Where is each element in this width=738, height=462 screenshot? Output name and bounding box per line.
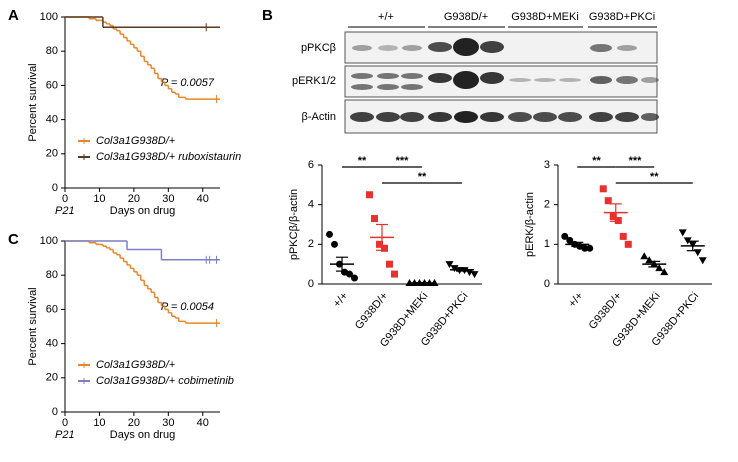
legend-label: Col3a1G938D/+ cobimetinib [96,375,234,387]
panel-label: A [8,7,19,24]
data-point [391,270,398,278]
x-tick-label: 0 [62,417,68,429]
y-axis-title: Percent survival [27,63,39,141]
x-tick-label: 30 [162,193,174,205]
row-label: β-Actin [302,111,336,123]
x-tick-label: 0 [62,193,68,205]
y-tick-label: 0 [52,182,58,194]
y-tick-label: 0 [544,278,550,290]
legend-label: Col3a1G938D/+ [96,359,176,371]
y-tick-label: 40 [46,338,58,350]
significance-label: *** [396,155,410,167]
row-label: pERK1/2 [292,75,336,87]
panel-label: B [262,7,273,24]
data-point [470,271,479,279]
lane-label: G938D/+ [444,11,488,23]
data-point [430,279,439,287]
y-tick-label: 3 [544,159,550,171]
data-point [450,265,459,273]
y-tick-label: 100 [40,11,58,23]
y-tick-label: 20 [46,372,58,384]
data-point [698,257,707,265]
row-label: pPKCβ [301,42,336,54]
x-axis-title: Days on drug [110,205,175,217]
data-point [381,244,388,252]
data-point [660,268,669,276]
x-tick-label: G938D/+ [587,290,625,332]
lane-label: +/+ [378,11,394,23]
x-tick-label: 20 [128,417,140,429]
data-point [376,240,383,248]
data-point [604,197,612,205]
data-point [599,185,607,193]
y-tick-label: 0 [52,406,58,418]
significance-label: ** [650,171,659,183]
y-tick-label: 2 [308,238,314,250]
y-tick-label: 40 [46,114,58,126]
data-point [326,230,333,238]
x-tick-label: 10 [93,417,105,429]
bands [350,38,659,123]
x-tick-label: 40 [197,193,209,205]
data-point [655,264,664,272]
x-note: P21 [55,205,75,217]
y-tick-label: 20 [46,148,58,160]
y-axis-title: Percent survival [27,287,39,365]
y-axis-title: pERK/β-actin [524,192,536,257]
y-tick-label: 1 [544,238,550,250]
x-tick-label: +/+ [566,290,585,310]
p-value: P = 0.0054 [161,301,214,313]
data-point [346,270,353,278]
data-point [445,261,454,269]
significance-label: ** [418,171,427,183]
x-note: P21 [55,429,75,441]
x-tick-label: 30 [162,417,174,429]
legend-label: Col3a1G938D/+ ruboxistaurin [96,151,241,163]
y-tick-label: 80 [46,45,58,57]
data-point [640,252,649,260]
data-point [351,274,358,282]
x-tick-label: 40 [197,417,209,429]
panel-label: C [8,231,19,248]
data-point [614,217,622,225]
data-point [609,213,617,221]
data-point [619,232,627,240]
data-point [371,215,378,223]
y-tick-label: 6 [308,159,314,171]
x-axis-title: Days on drug [110,429,175,441]
y-tick-label: 100 [40,235,58,247]
y-tick-label: 2 [544,199,550,211]
lane-label: G938D+MEKi [511,11,579,23]
significance-label: ** [358,155,367,167]
y-tick-label: 60 [46,303,58,315]
x-tick-label: G938D/+ [353,290,391,332]
data-point [561,232,569,240]
lane-label: G938D+PKCi [589,11,655,23]
y-tick-label: 80 [46,269,58,281]
data-point [586,244,594,252]
data-point [678,229,687,237]
data-point [624,240,632,248]
significance-label: ** [592,155,601,167]
x-tick-label: +/+ [331,290,350,310]
x-tick-label: 10 [93,193,105,205]
p-value: P = 0.0057 [161,77,215,89]
data-point [366,191,373,199]
y-tick-label: 4 [308,199,314,211]
y-axis-title: pPKCβ/β-actin [288,189,300,260]
y-tick-label: 0 [308,278,314,290]
y-tick-label: 60 [46,79,58,91]
legend-label: Col3a1G938D/+ [96,135,176,147]
significance-label: *** [629,155,643,167]
x-tick-label: 20 [128,193,140,205]
blot: +/+ G938D/+ G938D+MEKi G938D+PKCi pPKCβ … [292,11,659,134]
data-point [386,260,393,268]
data-point [331,240,338,248]
